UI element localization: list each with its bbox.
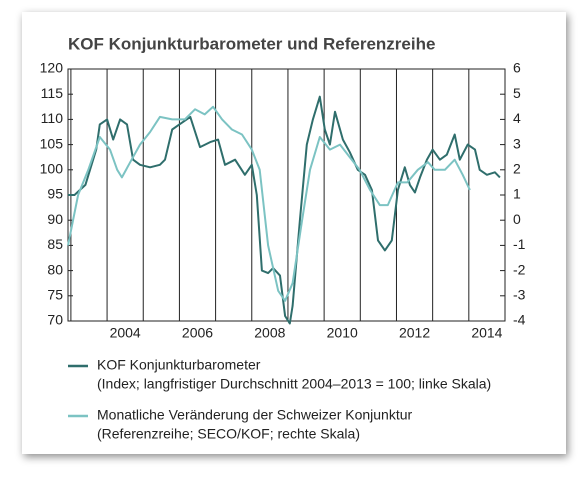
legend-label: Monatliche Veränderung der Schweizer Kon… — [97, 407, 413, 423]
x-tick-label: 2008 — [254, 325, 285, 341]
legend-note: (Index; langfristiger Durchschnitt 2004–… — [97, 376, 491, 392]
y-tick-label: 85 — [47, 236, 63, 252]
y2-tick-label: 6 — [513, 60, 521, 76]
series-line — [68, 95, 501, 325]
y-tick-label: 120 — [40, 60, 64, 76]
y-tick-label: 100 — [40, 161, 64, 177]
y2-tick-label: 1 — [513, 186, 521, 202]
y2-tick-label: -1 — [513, 236, 526, 252]
y-tick-label: 80 — [47, 261, 63, 277]
y2-tick-label: 0 — [513, 211, 521, 227]
y2-tick-label: 3 — [513, 135, 521, 151]
y-tick-label: 115 — [41, 85, 64, 101]
x-tick-label: 2012 — [399, 325, 430, 341]
y2-tick-label: -2 — [513, 261, 526, 277]
chart-title: KOF Konjunkturbarometer und Referenzreih… — [68, 34, 435, 53]
card — [22, 12, 566, 454]
y-tick-label: 75 — [47, 287, 63, 303]
x-tick-label: 2006 — [182, 325, 213, 341]
x-tick-label: 2004 — [110, 325, 141, 341]
y2-tick-label: -3 — [513, 287, 526, 303]
legend-label: KOF Konjunkturbarometer — [97, 357, 261, 373]
y2-tick-label: -4 — [513, 312, 526, 328]
y2-tick-label: 4 — [513, 110, 521, 126]
series-line — [67, 105, 471, 302]
y-tick-label: 105 — [40, 135, 64, 151]
y2-tick-label: 2 — [513, 161, 521, 177]
y-tick-label: 95 — [47, 186, 63, 202]
y-tick-label: 90 — [47, 211, 63, 227]
y2-tick-label: 5 — [513, 85, 521, 101]
x-tick-label: 2010 — [327, 325, 358, 341]
plot-frame — [67, 68, 506, 322]
y-tick-label: 70 — [47, 312, 63, 328]
x-tick-label: 2014 — [471, 325, 502, 341]
y-tick-label: 110 — [41, 110, 64, 126]
legend-note: (Referenzreihe; SECO/KOF; rechte Skala) — [97, 426, 360, 442]
